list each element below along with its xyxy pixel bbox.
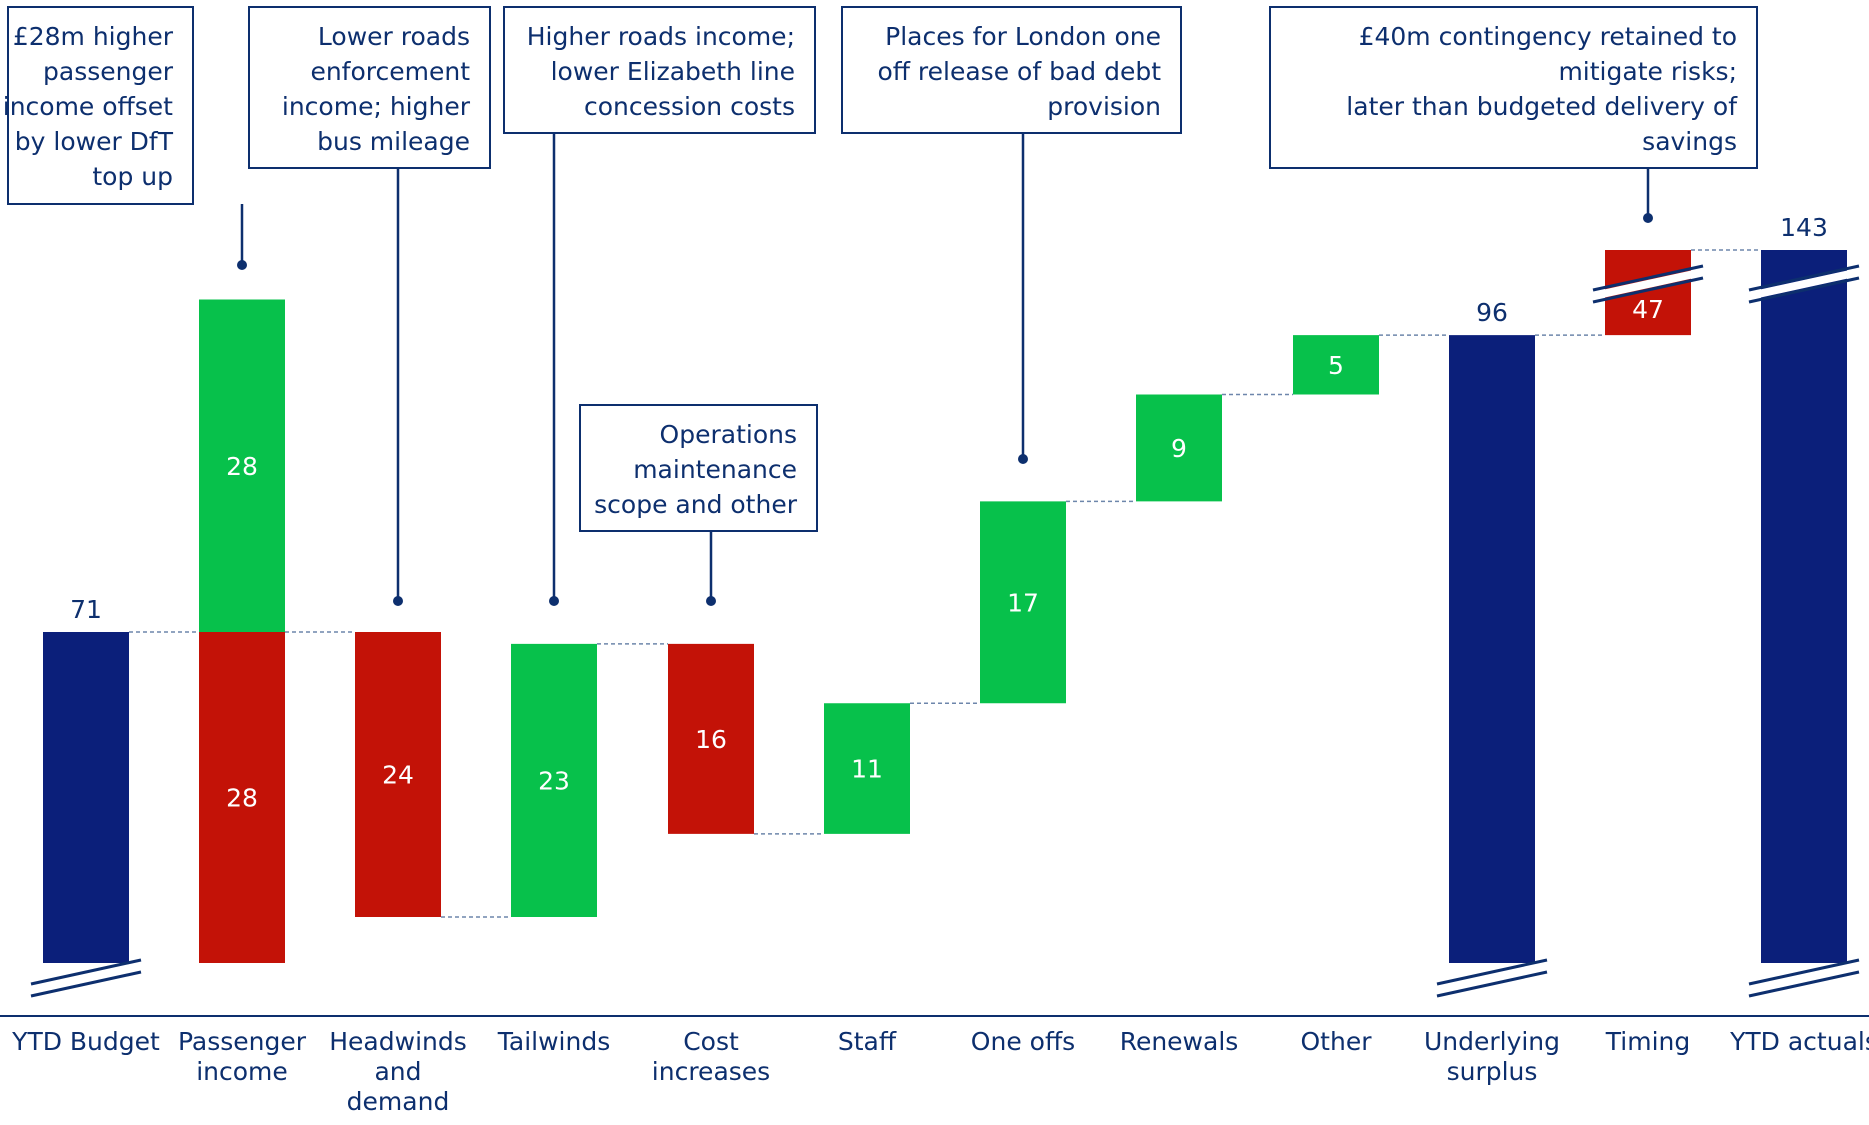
break-line2-11 <box>1748 958 1860 986</box>
callout-dot-1 <box>393 596 403 606</box>
callout-text-3: Operations maintenance scope and other <box>594 420 798 519</box>
connector-lines <box>129 249 1761 918</box>
bar-9 <box>1449 335 1535 963</box>
break-line-top-11 <box>1748 276 1860 304</box>
break-gap-top-11 <box>1748 268 1860 300</box>
value-label-7: 9 <box>1171 434 1187 463</box>
bar-1-down <box>199 632 285 963</box>
value-label-9: 96 <box>1476 298 1508 327</box>
callout-box-3 <box>579 404 818 532</box>
bar-11 <box>1761 250 1847 963</box>
break-line2-10 <box>1592 264 1704 292</box>
break-line2-0 <box>30 958 142 986</box>
callout-text-0: £28m higher passenger income offset by lowe… <box>3 22 174 191</box>
callout-dot-5 <box>1643 213 1653 223</box>
break-line2-top-11 <box>1748 264 1860 292</box>
value-label-10: 47 <box>1632 295 1664 324</box>
callout-dot-0 <box>237 260 247 270</box>
break-line-9 <box>1436 970 1548 998</box>
callouts: £28m higher passenger income offset by lowe… <box>3 6 1758 606</box>
bar-3 <box>511 643 597 917</box>
break-line-11 <box>1748 970 1860 998</box>
bar-4 <box>668 643 754 834</box>
break-line-0 <box>30 970 142 998</box>
callout-dot-3 <box>706 596 716 606</box>
value-labels: 71 28 28 24 23 16 11 17 9 5 96 47 143 <box>70 213 1828 813</box>
break-gap-0 <box>30 962 142 994</box>
value-label-11: 143 <box>1780 213 1828 242</box>
break-line2-9 <box>1436 958 1548 986</box>
value-label-1-down: 28 <box>226 784 258 813</box>
callout-box-4 <box>841 6 1182 134</box>
break-gap-9 <box>1436 962 1548 994</box>
value-label-8: 5 <box>1328 351 1344 380</box>
callout-box-1 <box>248 6 491 169</box>
value-label-2: 24 <box>382 761 414 790</box>
value-label-6: 17 <box>1007 588 1039 617</box>
callout-box-5 <box>1269 6 1758 169</box>
value-label-1-up: 28 <box>226 452 258 481</box>
category-label-4: Cost increases <box>652 1027 770 1086</box>
bar-6 <box>980 501 1066 704</box>
bar-0 <box>43 632 129 963</box>
category-labels: YTD Budget Passenger income Headwinds and dem… <box>11 1027 1869 1116</box>
category-label-3: Tailwinds <box>497 1027 610 1056</box>
callout-box-0 <box>7 6 194 205</box>
value-label-3: 23 <box>538 766 570 795</box>
category-label-11: YTD actuals <box>1729 1027 1869 1056</box>
category-label-8: Other <box>1301 1027 1373 1056</box>
category-label-2: Headwinds and demand <box>329 1027 467 1116</box>
bar-7 <box>1136 394 1222 502</box>
bar-8 <box>1293 335 1379 395</box>
category-label-10: Timing <box>1605 1027 1690 1056</box>
break-gap-10 <box>1592 268 1704 300</box>
callout-text-5: £40m contingency retained to mitigate ris… <box>1346 22 1738 156</box>
callout-box-2 <box>503 6 816 134</box>
value-label-5: 11 <box>851 755 883 784</box>
bars <box>43 250 1847 963</box>
category-label-6: One offs <box>971 1027 1075 1056</box>
callout-text-2: Higher roads income; lower Elizabeth line… <box>527 22 795 121</box>
value-label-0: 71 <box>70 595 102 624</box>
category-label-9: Underlying surplus <box>1424 1027 1560 1086</box>
value-label-4: 16 <box>695 725 727 754</box>
bar-1-up <box>199 299 285 632</box>
category-label-7: Renewals <box>1120 1027 1239 1056</box>
callout-text-4: Places for London one off release of bad … <box>877 22 1161 121</box>
category-label-5: Staff <box>838 1027 897 1056</box>
break-gap-11 <box>1748 962 1860 994</box>
callout-dot-2 <box>549 596 559 606</box>
category-label-1: Passenger income <box>178 1027 307 1086</box>
axis-break-marks <box>30 264 1860 998</box>
bar-5 <box>824 703 910 834</box>
bar-2 <box>355 632 441 917</box>
callout-dot-4 <box>1018 454 1028 464</box>
callout-text-1: Lower roads enforcement income; higher bus … <box>282 22 471 156</box>
category-label-0: YTD Budget <box>11 1027 160 1056</box>
break-line-10 <box>1592 276 1704 304</box>
